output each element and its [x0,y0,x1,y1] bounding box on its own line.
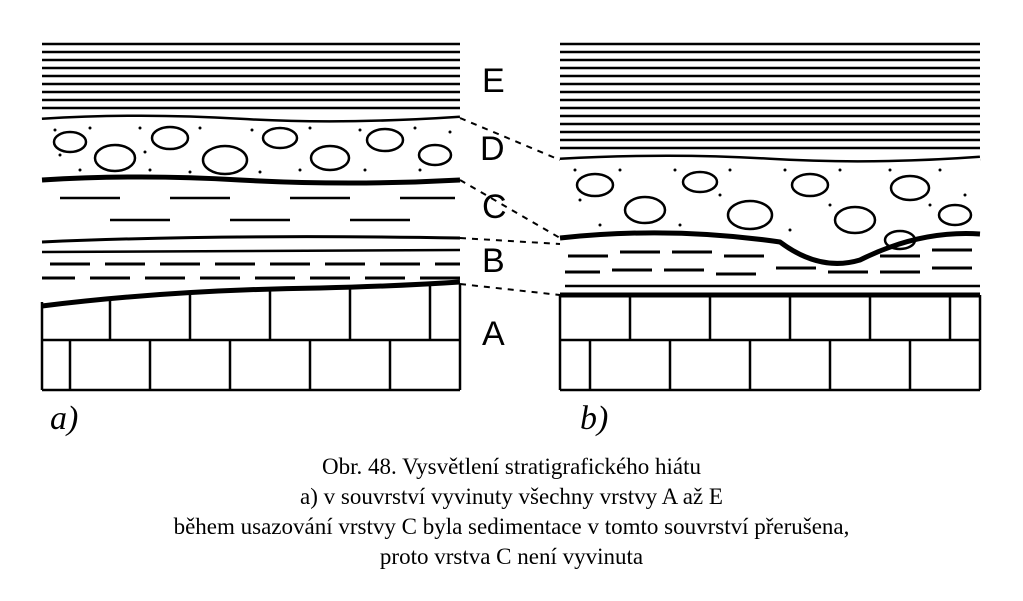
label-E: E [482,62,505,101]
panel-a [42,44,460,390]
panel-b [560,44,980,390]
figure-page: E D C B A a) b) Obr. 48. Vysvětlení stra… [0,0,1023,601]
label-D: D [480,130,505,169]
caption-line-a: a) v souvrství vyvinuty všechny vrstvy A… [0,484,1023,510]
label-A: A [482,315,505,354]
layer-D-b [560,157,980,263]
diagram-area: E D C B A a) b) [20,20,1003,430]
layer-B-a [42,250,460,278]
caption-title: Obr. 48. Vysvětlení stratigrafického hiá… [0,454,1023,480]
correlation-lines [460,118,560,295]
layer-E-a [42,44,460,108]
stratigraphy-diagram [20,20,1003,430]
label-C: C [482,188,507,227]
caption-line-b1: během usazování vrstvy C byla sedimentac… [0,514,1023,540]
boundary-C-B-a [42,237,460,242]
layer-A-b [560,295,980,390]
layer-C-a [60,198,455,220]
boundary-B-A-a [42,282,460,306]
panel-b-label: b) [580,400,608,438]
label-B: B [482,242,505,281]
figure-caption: Obr. 48. Vysvětlení stratigrafického hiá… [0,450,1023,574]
layer-E-b [560,44,980,148]
layer-B-b [565,250,980,286]
caption-line-b2: proto vrstva C není vyvinuta [0,544,1023,570]
layer-D-a [42,117,460,183]
panel-a-label: a) [50,400,78,438]
